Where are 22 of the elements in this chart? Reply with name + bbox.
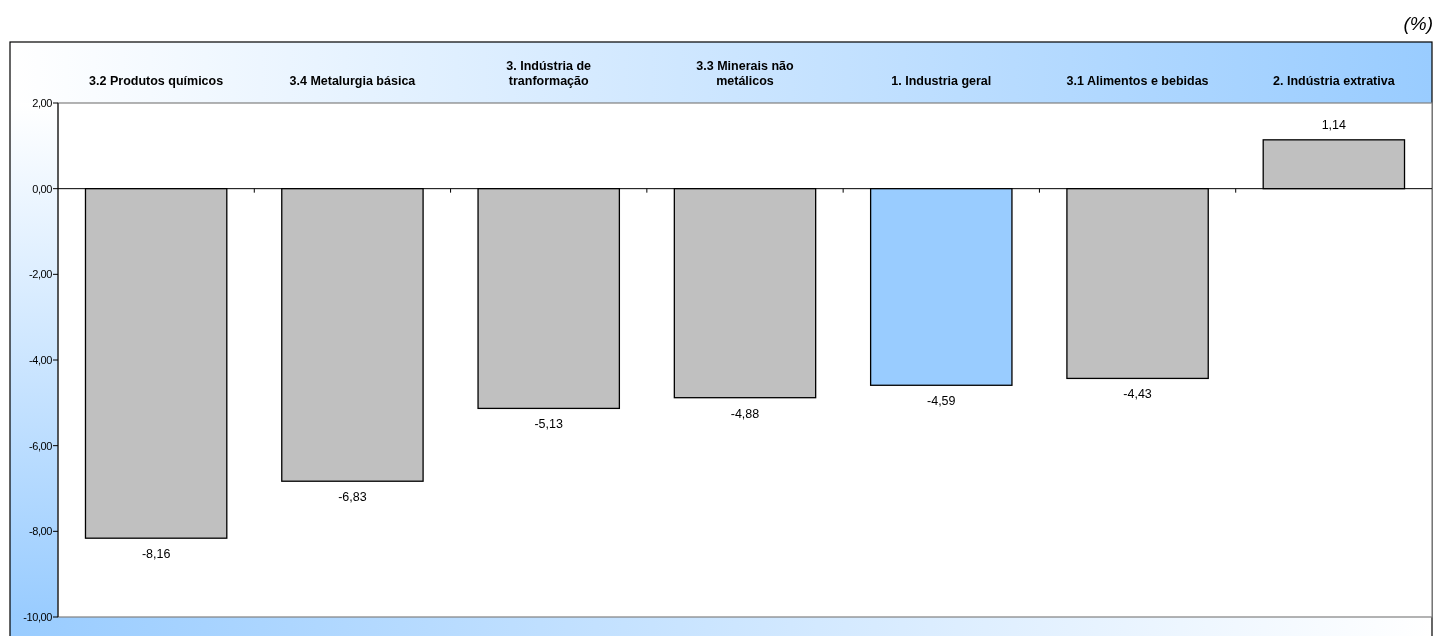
- x-tick-label: 1. Industria geral: [891, 74, 992, 88]
- data-label: -8,16: [141, 547, 171, 562]
- data-label: -6,83: [338, 490, 367, 505]
- y-tick-label: -10,00: [23, 610, 53, 623]
- x-tick-label: 3.3 Minerais não metálicos: [696, 59, 794, 88]
- y-tick-label: -6,00: [28, 439, 53, 452]
- x-tick-label: 3.1 Alimentos e bebidas: [1066, 74, 1209, 88]
- y-tick-label: 2,00: [32, 96, 53, 109]
- x-tick-label: 2. Indústria extrativa: [1273, 74, 1396, 88]
- y-tick-label: -8,00: [28, 525, 53, 538]
- y-tick-label: 0,00: [32, 182, 53, 195]
- data-label: -5,13: [534, 417, 563, 432]
- y-tick-label: -2,00: [28, 268, 53, 281]
- x-tick-label: 3. Indústria de tranformação: [506, 59, 592, 88]
- data-label: 1,14: [1321, 117, 1347, 132]
- x-tick-label: 3.2 Produtos químicos: [89, 74, 224, 88]
- data-label: -4,43: [1123, 387, 1152, 402]
- data-label: -4,88: [730, 406, 760, 421]
- y-tick-label: -4,00: [28, 353, 53, 366]
- text: (%): [1403, 13, 1433, 34]
- data-label: -4,59: [927, 394, 956, 409]
- x-tick-label: 3.4 Metalurgia básica: [289, 74, 417, 88]
